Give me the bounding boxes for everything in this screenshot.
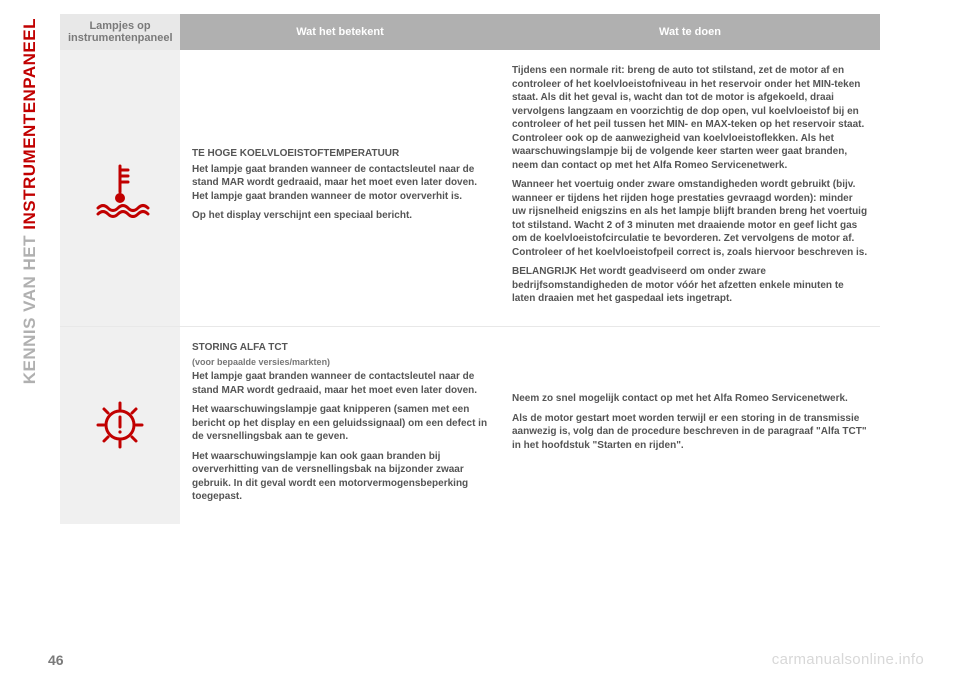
meaning-subtitle: (voor bepaalde versies/markten) [192,356,488,368]
todo-text: BELANGRIJK Het wordt geadviseerd om onde… [512,265,868,306]
meaning-text: Het lampje gaat branden wanneer de conta… [192,163,488,204]
table-row: TE HOGE KOELVLOEISTOFTEMPERATUUR Het lam… [60,50,880,326]
section-title-red: INSTRUMENTENPANEEL [20,18,39,230]
transmission-fault-icon [92,397,148,453]
header-todo: Wat te doen [500,14,880,50]
meaning-text: Het waarschuwingslampje gaat knipperen (… [192,403,488,444]
watermark-text: carmanualsonline.info [772,651,924,668]
meaning-title: STORING ALFA TCT [192,341,488,355]
header-meaning: Wat het betekent [180,14,500,50]
header-icon: Lampjes op instrumentenpaneel [60,14,180,50]
meaning-text: Op het display verschijnt een speciaal b… [192,209,488,223]
todo-text: Als de motor gestart moet worden terwijl… [512,412,868,453]
section-title: KENNIS VAN HET INSTRUMENTENPANEEL [20,18,40,384]
meaning-text: Het lampje gaat branden wanneer de conta… [192,370,488,397]
table-header-row: Lampjes op instrumentenpaneel Wat het be… [60,14,880,50]
page-number: 46 [48,652,64,668]
page-footer: 46 carmanualsonline.info [0,651,960,668]
content-area: Lampjes op instrumentenpaneel Wat het be… [60,14,880,678]
warning-table: Lampjes op instrumentenpaneel Wat het be… [60,14,880,524]
meaning-title: TE HOGE KOELVLOEISTOFTEMPERATUUR [192,147,488,161]
meaning-text: Het waarschuwingslampje kan ook gaan bra… [192,450,488,504]
section-title-grey: KENNIS VAN HET [20,230,39,385]
icon-cell [60,50,180,326]
table-row: STORING ALFA TCT (voor bepaalde versies/… [60,326,880,524]
todo-cell: Tijdens een normale rit: breng de auto t… [500,50,880,326]
meaning-cell: TE HOGE KOELVLOEISTOFTEMPERATUUR Het lam… [180,50,500,326]
todo-text: Wanneer het voertuig onder zware omstand… [512,178,868,259]
todo-text: Tijdens een normale rit: breng de auto t… [512,64,868,172]
coolant-temp-icon [90,158,150,218]
icon-cell [60,326,180,524]
todo-text: Neem zo snel mogelijk contact op met het… [512,392,868,406]
meaning-cell: STORING ALFA TCT (voor bepaalde versies/… [180,326,500,524]
page: KENNIS VAN HET INSTRUMENTENPANEEL Lampje… [0,0,960,678]
section-tab: KENNIS VAN HET INSTRUMENTENPANEEL [0,14,60,678]
todo-cell: Neem zo snel mogelijk contact op met het… [500,326,880,524]
